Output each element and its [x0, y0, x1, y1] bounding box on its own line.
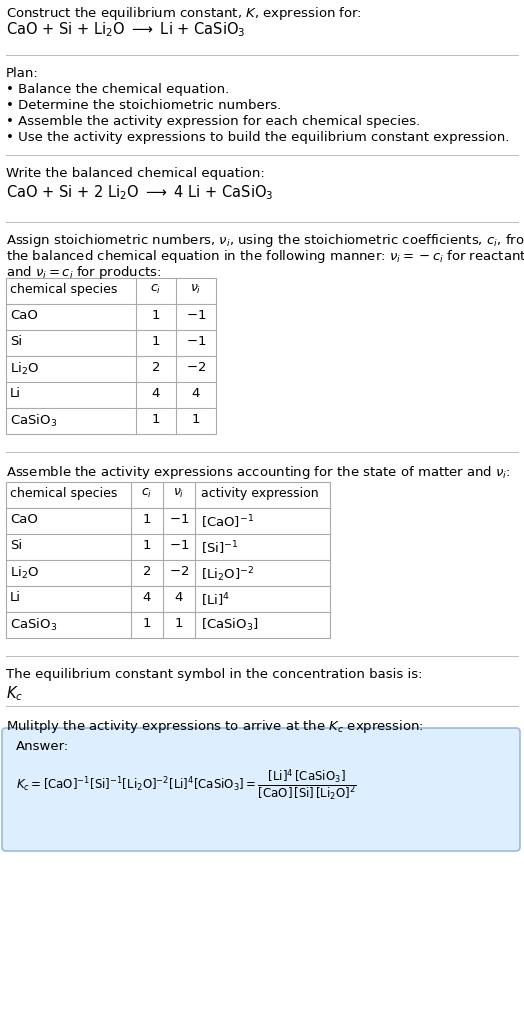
Text: $-1$: $-1$ — [186, 335, 206, 348]
Text: CaO + Si + 2 Li$_2$O $\longrightarrow$ 4 Li + CaSiO$_3$: CaO + Si + 2 Li$_2$O $\longrightarrow$ 4… — [6, 183, 274, 201]
Text: $[\mathrm{Si}]^{-1}$: $[\mathrm{Si}]^{-1}$ — [201, 539, 238, 556]
Text: $-2$: $-2$ — [186, 361, 206, 374]
Bar — [6, 482, 330, 638]
Text: and $\nu_i = c_i$ for products:: and $\nu_i = c_i$ for products: — [6, 264, 161, 281]
Text: Si: Si — [10, 539, 22, 552]
Text: 1: 1 — [143, 513, 151, 526]
Text: 4: 4 — [175, 591, 183, 604]
Text: $K_c$: $K_c$ — [6, 684, 23, 703]
Text: $\nu_i$: $\nu_i$ — [173, 487, 184, 500]
Text: Li: Li — [10, 387, 21, 400]
Text: 1: 1 — [174, 617, 183, 630]
Text: $[\mathrm{CaSiO_3}]$: $[\mathrm{CaSiO_3}]$ — [201, 617, 258, 634]
Text: CaSiO$_3$: CaSiO$_3$ — [10, 413, 57, 429]
Bar — [6, 278, 216, 434]
Text: Assemble the activity expressions accounting for the state of matter and $\nu_i$: Assemble the activity expressions accoun… — [6, 464, 511, 481]
Text: chemical species: chemical species — [10, 487, 117, 500]
Text: chemical species: chemical species — [10, 283, 117, 296]
Text: 2: 2 — [143, 565, 151, 578]
Text: The equilibrium constant symbol in the concentration basis is:: The equilibrium constant symbol in the c… — [6, 668, 422, 681]
Text: $c_i$: $c_i$ — [150, 283, 161, 296]
Text: the balanced chemical equation in the following manner: $\nu_i = -c_i$ for react: the balanced chemical equation in the fo… — [6, 248, 524, 265]
Text: CaO: CaO — [10, 309, 38, 322]
Text: Si: Si — [10, 335, 22, 348]
Text: 4: 4 — [192, 387, 200, 400]
Text: $c_i$: $c_i$ — [141, 487, 152, 500]
Text: $[\mathrm{CaO}]^{-1}$: $[\mathrm{CaO}]^{-1}$ — [201, 513, 254, 531]
Text: $[\mathrm{Li}]^4$: $[\mathrm{Li}]^4$ — [201, 591, 230, 608]
Text: 1: 1 — [143, 617, 151, 630]
Text: 1: 1 — [152, 413, 160, 426]
Text: $-1$: $-1$ — [186, 309, 206, 322]
Text: $[\mathrm{Li_2O}]^{-2}$: $[\mathrm{Li_2O}]^{-2}$ — [201, 565, 254, 584]
Text: CaO: CaO — [10, 513, 38, 526]
Text: 2: 2 — [152, 361, 160, 374]
Text: 4: 4 — [152, 387, 160, 400]
Text: $-1$: $-1$ — [169, 539, 189, 552]
Text: Li: Li — [10, 591, 21, 604]
Text: CaO + Si + Li$_2$O $\longrightarrow$ Li + CaSiO$_3$: CaO + Si + Li$_2$O $\longrightarrow$ Li … — [6, 20, 246, 39]
Text: 1: 1 — [152, 309, 160, 322]
Text: CaSiO$_3$: CaSiO$_3$ — [10, 617, 57, 634]
Text: Mulitply the activity expressions to arrive at the $K_c$ expression:: Mulitply the activity expressions to arr… — [6, 718, 424, 735]
Text: • Balance the chemical equation.: • Balance the chemical equation. — [6, 83, 230, 96]
FancyBboxPatch shape — [2, 728, 520, 851]
Text: 1: 1 — [152, 335, 160, 348]
Text: Li$_2$O: Li$_2$O — [10, 361, 39, 377]
Text: $\nu_i$: $\nu_i$ — [190, 283, 202, 296]
Text: Plan:: Plan: — [6, 67, 39, 80]
Text: $-1$: $-1$ — [169, 513, 189, 526]
Text: Assign stoichiometric numbers, $\nu_i$, using the stoichiometric coefficients, $: Assign stoichiometric numbers, $\nu_i$, … — [6, 232, 524, 249]
Text: • Use the activity expressions to build the equilibrium constant expression.: • Use the activity expressions to build … — [6, 131, 509, 144]
Text: Li$_2$O: Li$_2$O — [10, 565, 39, 581]
Text: Answer:: Answer: — [16, 740, 69, 753]
Text: Write the balanced chemical equation:: Write the balanced chemical equation: — [6, 167, 265, 180]
Text: 1: 1 — [192, 413, 200, 426]
Text: activity expression: activity expression — [201, 487, 319, 500]
Text: 4: 4 — [143, 591, 151, 604]
Text: 1: 1 — [143, 539, 151, 552]
Text: $K_c = [\mathrm{CaO}]^{-1} [\mathrm{Si}]^{-1} [\mathrm{Li_2O}]^{-2} [\mathrm{Li}: $K_c = [\mathrm{CaO}]^{-1} [\mathrm{Si}]… — [16, 767, 357, 802]
Text: • Assemble the activity expression for each chemical species.: • Assemble the activity expression for e… — [6, 115, 420, 128]
Text: • Determine the stoichiometric numbers.: • Determine the stoichiometric numbers. — [6, 99, 281, 112]
Text: $-2$: $-2$ — [169, 565, 189, 578]
Text: Construct the equilibrium constant, $K$, expression for:: Construct the equilibrium constant, $K$,… — [6, 5, 362, 22]
